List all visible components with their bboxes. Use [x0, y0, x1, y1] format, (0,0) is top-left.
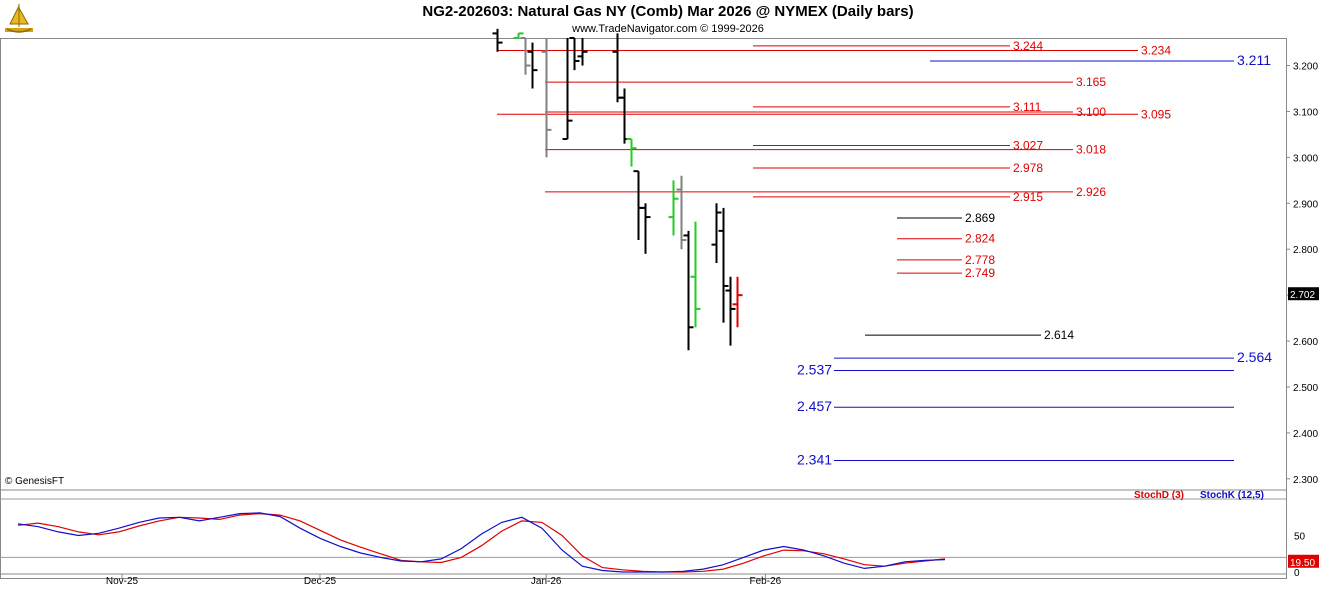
ohlc-bar: [513, 32, 524, 39]
stoch-value-tag: [1288, 554, 1319, 568]
level-label: 2.926: [1076, 185, 1106, 199]
level-label: 2.778: [965, 253, 995, 267]
chart-title: NG2-202603: Natural Gas NY (Comb) Mar 20…: [422, 3, 914, 20]
level-label: 2.915: [1013, 190, 1043, 204]
ohlc-bar: [492, 28, 503, 52]
level-label: 2.749: [965, 266, 995, 280]
ohlc-bar: [718, 207, 729, 323]
last-price-tag: [1288, 287, 1319, 301]
ohlc-bar: [562, 38, 573, 141]
copyright-label: © GenesisFT: [5, 476, 64, 487]
ohlc-bar: [626, 138, 637, 167]
x-tick-label: Dec-25: [304, 576, 337, 587]
level-label: 3.165: [1076, 75, 1106, 89]
legend-stochd: StochD (3): [1134, 490, 1184, 501]
ohlc-bar: [711, 203, 722, 263]
level-label: 2.341: [797, 451, 832, 467]
last-price-label: 2.702: [1290, 290, 1315, 301]
x-tick-label: Jan-26: [531, 576, 562, 587]
level-label: 2.869: [965, 211, 995, 225]
level-label: 3.234: [1141, 43, 1171, 57]
level-label: 2.978: [1013, 161, 1043, 175]
level-label: 2.457: [797, 398, 832, 414]
level-label: 3.211: [1237, 52, 1271, 68]
level-lines: 3.244 3.234 3.211 3.165 3.111 3.100 3.095 3.027…: [497, 39, 1272, 467]
sailboat-logo-icon: [5, 4, 33, 33]
y-tick-label: 2.600: [1293, 337, 1318, 348]
ohlc-bar: [520, 37, 531, 75]
stoch-series-line: [17, 512, 946, 573]
stoch-series-line: [17, 512, 946, 573]
y-tick-label: 2.900: [1293, 199, 1318, 210]
stoch-value-label: 19.50: [1290, 558, 1315, 569]
stochastic-panel: 50 0 StochD (3) StochK (12,5) 19.50: [0, 490, 1319, 579]
ohlc-bars: [492, 28, 743, 351]
y-tick-label: 2.400: [1293, 429, 1318, 440]
plot-frame: [0, 38, 1287, 579]
ohlc-bar: [527, 42, 538, 89]
ohlc-bar: [676, 175, 687, 250]
ohlc-bar: [668, 180, 679, 236]
level-label: 3.095: [1141, 107, 1171, 121]
ohlc-bar: [619, 88, 630, 144]
y-tick-label: 2.800: [1293, 245, 1318, 256]
level-label: 3.111: [1013, 100, 1042, 114]
x-tick-label: Feb-26: [750, 576, 782, 587]
osc-y-tick-label: 50: [1294, 532, 1306, 543]
level-label: 2.537: [797, 361, 832, 377]
level-label: 3.100: [1076, 105, 1106, 119]
osc-y-tick-label: 0: [1294, 568, 1300, 579]
level-label: 2.824: [965, 232, 995, 246]
y-tick-label: 2.300: [1293, 475, 1318, 486]
ohlc-bar: [732, 276, 743, 328]
ohlc-bar: [640, 203, 651, 254]
ohlc-bar: [612, 33, 623, 103]
ohlc-bar: [690, 221, 701, 328]
level-label: 3.027: [1013, 138, 1043, 152]
ohlc-bar: [541, 38, 552, 158]
level-label: 2.564: [1237, 349, 1272, 365]
ohlc-bar: [725, 276, 736, 346]
y-tick-label: 3.100: [1293, 107, 1318, 118]
level-label: 3.018: [1076, 143, 1106, 157]
chart-header: NG2-202603: Natural Gas NY (Comb) Mar 20…: [0, 0, 1336, 38]
y-tick-label: 3.000: [1293, 153, 1318, 164]
ohlc-bar: [569, 37, 580, 71]
ohlc-bar: [633, 170, 644, 241]
level-label: 3.244: [1013, 39, 1043, 53]
ohlc-bar: [577, 38, 588, 66]
y-tick-label: 3.200: [1293, 62, 1318, 73]
ohlc-bar: [683, 230, 694, 351]
chart-subtitle: www.TradeNavigator.com © 1999-2026: [572, 23, 764, 35]
axes: 3.2003.1003.0002.9002.8002.7002.6002.500…: [106, 62, 1319, 587]
level-label: 2.614: [1044, 328, 1074, 342]
y-tick-label: 2.500: [1293, 383, 1318, 394]
legend-stochk: StochK (12,5): [1200, 490, 1264, 501]
x-tick-label: Nov-25: [106, 576, 139, 587]
